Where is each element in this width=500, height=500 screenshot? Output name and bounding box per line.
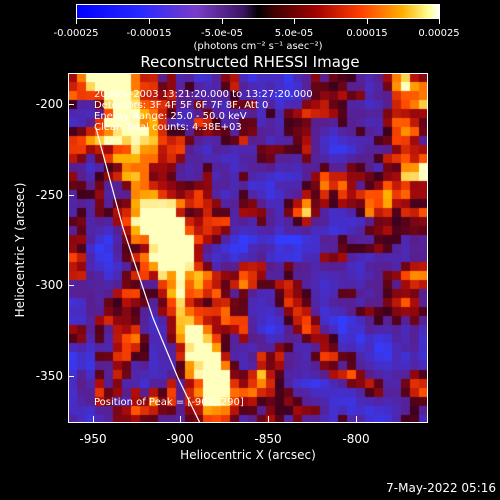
x-tick-mark: [180, 416, 181, 423]
y-tick-label: -350: [35, 369, 63, 383]
detectors-text: Detectors: 3F 4F 5F 6F 7F 8F, Att 0: [94, 100, 269, 111]
colorbar-tick-mark: [367, 19, 368, 24]
plot-title: Reconstructed RHESSI Image: [140, 53, 360, 71]
colorbar-tick-label: 5.0e-05: [274, 28, 314, 39]
y-tick-label: -200: [35, 97, 63, 111]
limb-curve: [95, 127, 201, 423]
colorbar-tick-label: -0.00015: [126, 28, 172, 39]
colorbar-tick-label: -0.00025: [53, 28, 99, 39]
x-tick-mark: [268, 416, 269, 423]
plot-frame: [68, 73, 428, 423]
y-tick-mark: [68, 285, 74, 286]
colorbar: [76, 4, 440, 19]
energy-range-text: Energy Range: 25.0 - 50.0 keV: [94, 111, 247, 122]
x-tick-label: -850: [254, 432, 282, 446]
peak-position-text: Position of Peak = [-901,-290]: [94, 397, 244, 408]
colorbar-tick-mark: [76, 19, 77, 24]
y-tick-label: -250: [35, 188, 63, 202]
y-tick-label: -300: [35, 278, 63, 292]
colorbar-tick-label: -5.0e-05: [201, 28, 243, 39]
y-axis-label: Heliocentric Y (arcsec): [13, 182, 27, 318]
x-tick-label: -900: [166, 432, 194, 446]
footer-date: 7-May-2022 05:16: [386, 481, 496, 495]
colorbar-tick-mark: [222, 19, 223, 24]
x-tick-label: -950: [79, 432, 107, 446]
y-tick-mark: [68, 104, 74, 105]
colorbar-tick-mark: [439, 19, 440, 24]
x-axis-label: Heliocentric X (arcsec): [180, 448, 316, 462]
colorbar-tick-mark: [149, 19, 150, 24]
rhessi-image: [68, 73, 428, 423]
y-tick-mark: [68, 376, 74, 377]
y-tick-mark: [68, 195, 74, 196]
solar-limb-line: [95, 127, 201, 423]
x-tick-mark: [356, 416, 357, 423]
colorbar-tick-label: 0.00015: [346, 28, 388, 39]
colorbar-tick-label: 0.00025: [418, 28, 460, 39]
colorbar-unit-label: (photons cm⁻² s⁻¹ asec⁻²): [193, 41, 323, 52]
x-tick-mark: [93, 416, 94, 423]
colorbar-tick-mark: [294, 19, 295, 24]
method-counts-text: Clean Total counts: 4.38E+03: [94, 122, 242, 133]
x-tick-label: -800: [342, 432, 370, 446]
time-range-text: 20-Nov-2003 13:21:20.000 to 13:27:20.000: [94, 89, 313, 100]
